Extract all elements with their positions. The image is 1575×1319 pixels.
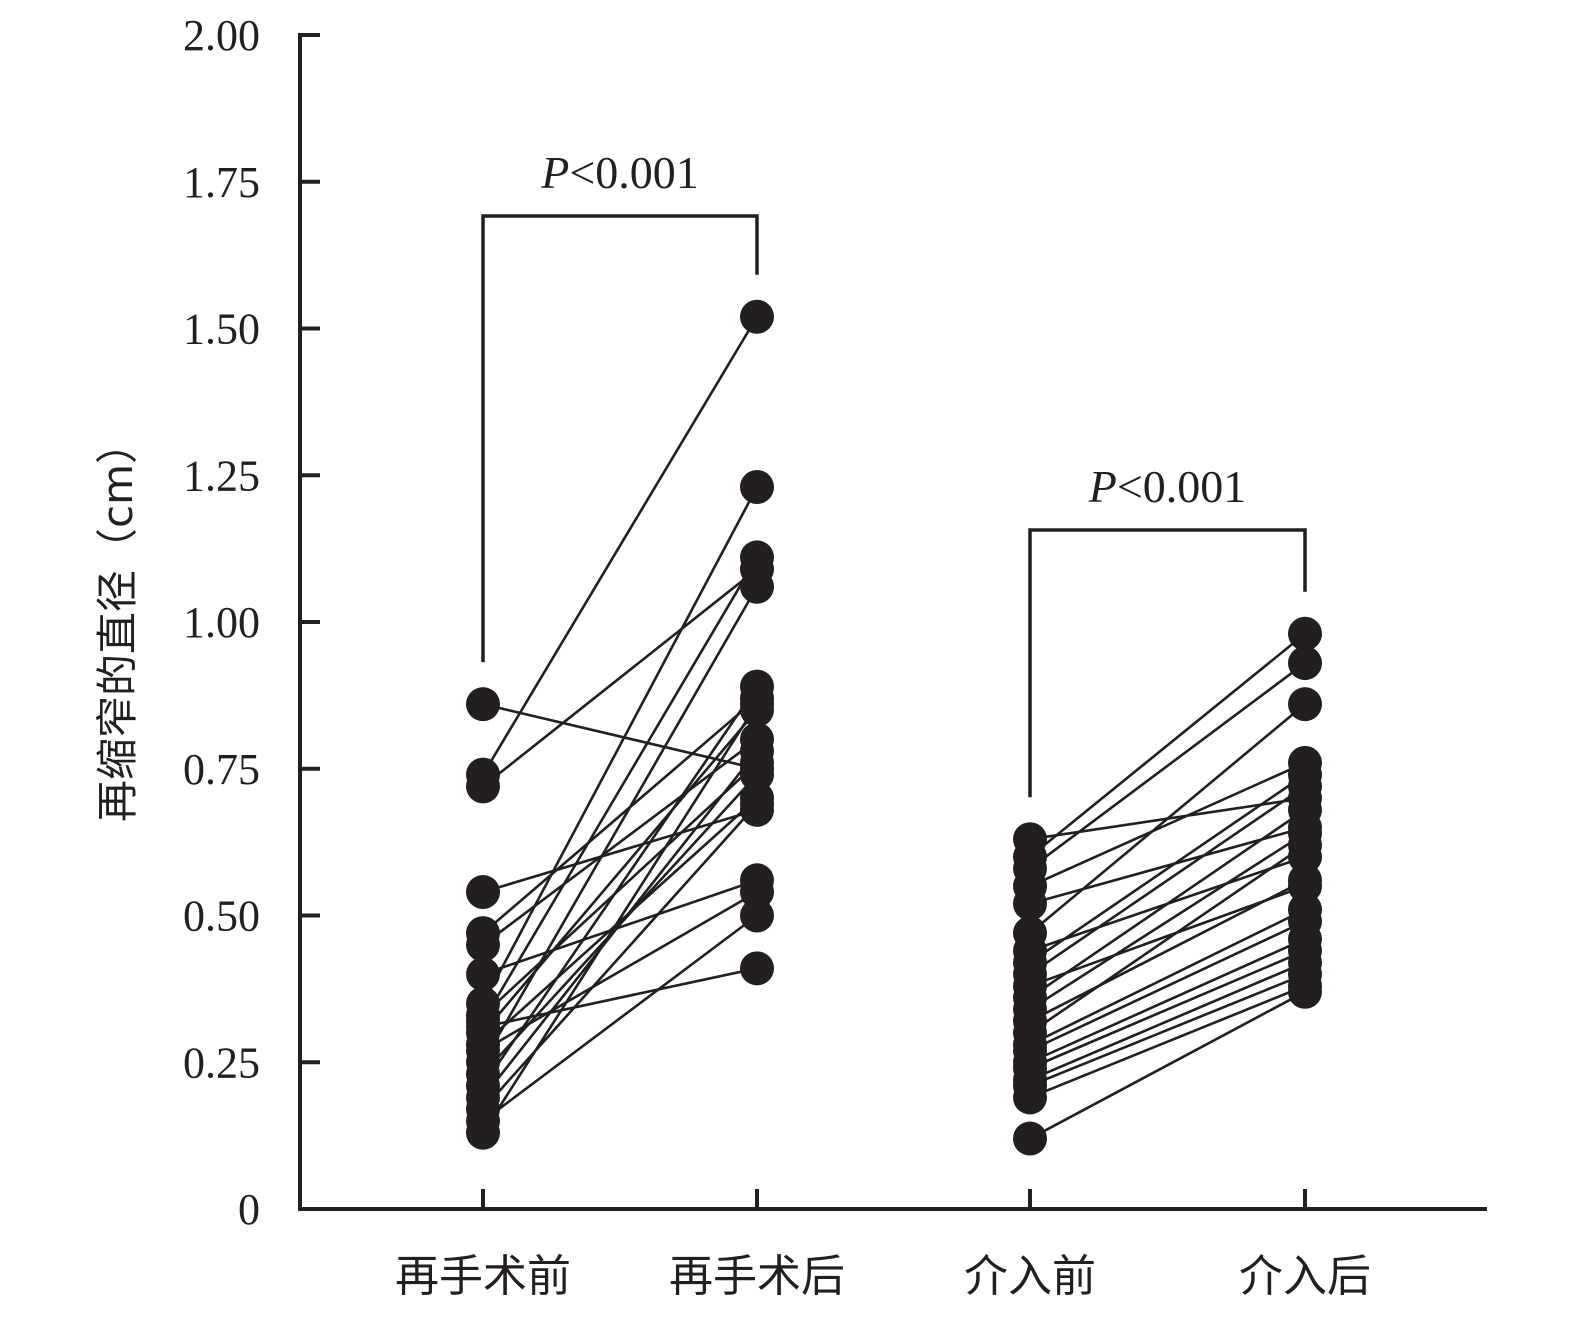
x-category-label: 介入前 [964,1251,1096,1302]
pair-line [1029,990,1306,1140]
data-point-pre [466,687,500,722]
pair-line [482,761,758,1017]
p-value-symbol: P [1088,461,1117,512]
p-value-symbol: P [540,147,569,198]
x-category-label: 介入后 [1239,1251,1371,1302]
pair-line [481,750,759,1099]
pair-line [482,914,758,1122]
pair-line [1029,984,1306,1099]
y-tick-label: 0.75 [183,745,260,794]
data-point-post [740,951,774,986]
data-point-post [1288,769,1322,804]
data-point-post [740,299,774,334]
x-category-label: 再手术前 [395,1251,571,1302]
significance-bracket [481,214,759,663]
y-tick-label: 0.50 [183,892,260,941]
pair-line [482,568,758,788]
pair-line [1029,832,1306,1011]
p-value-label: P<0.001 [1088,461,1247,512]
pair-line [481,703,759,1134]
pair-line [482,702,758,771]
pair-line [482,803,758,1111]
pair-line [481,316,759,776]
pair-line [1029,785,1306,976]
pair-line [1029,879,1306,1023]
data-point-pre [1013,1080,1047,1115]
data-point-post [1288,974,1322,1009]
y-axis-label: 再缩窄的直径（cm） [93,422,142,822]
p-value-label: P<0.001 [540,147,699,198]
data-points [466,299,1322,1156]
pair-line [482,879,758,976]
pair-line [1029,972,1306,1087]
pair-line [1029,808,1306,999]
pair-line [1029,703,1306,935]
pair-line [481,556,759,1022]
data-point-pre [1013,1121,1047,1156]
paired-lines [481,316,1306,1140]
x-category-label: 再手术后 [669,1251,845,1302]
data-point-post [1288,863,1322,898]
pair-line [1029,632,1306,858]
data-point-post [740,786,774,821]
y-tick-label: 2.00 [183,11,260,60]
pair-line [482,709,758,1034]
pair-line [1029,949,1306,1070]
data-point-pre [1013,886,1047,921]
data-point-post [740,757,774,792]
pair-line [481,586,759,1063]
p-value-threshold: <0.001 [1117,461,1246,512]
pair-line [482,797,758,1046]
axes: 0 0.25 0.50 0.75 1.00 1.25 1.50 1.75 2.00 再手术前 再手术… [93,11,1487,1302]
data-point-post [740,687,774,722]
y-tick-label: 1.00 [183,598,260,647]
pair-line [1029,662,1306,870]
data-point-post [1288,792,1322,827]
y-tick-label: 0.25 [183,1038,260,1087]
pair-line [1029,773,1306,964]
pair-line [481,685,759,1087]
pair-line [1029,843,1306,1034]
data-point-pre [466,1115,500,1150]
data-point-post [740,875,774,910]
pair-line [1029,908,1306,1046]
y-tick-label: 1.75 [183,158,260,207]
data-point-post [1288,687,1322,722]
significance-bracket [1028,528,1307,798]
pair-line [1029,937,1306,1064]
data-point-post [740,569,774,604]
data-point-pre [466,957,500,992]
data-point-pre [466,927,500,962]
pair-line [1029,761,1306,888]
p-value-threshold: <0.001 [569,147,698,198]
data-point-pre [466,875,500,910]
data-point-post [1288,616,1322,651]
data-point-post [1288,646,1322,681]
pair-line [481,486,759,1005]
pair-line [1029,920,1306,1052]
pair-line [1029,961,1306,1082]
pair-line [482,697,758,935]
data-point-post [740,734,774,769]
data-point-pre [466,769,500,804]
y-tick-label: 1.50 [183,305,260,354]
y-tick-label: 1.25 [183,451,260,500]
data-point-post [740,898,774,933]
data-point-post [1288,828,1322,863]
data-point-post [740,540,774,575]
y-tick-label: 0 [238,1185,260,1234]
data-point-post [740,469,774,504]
